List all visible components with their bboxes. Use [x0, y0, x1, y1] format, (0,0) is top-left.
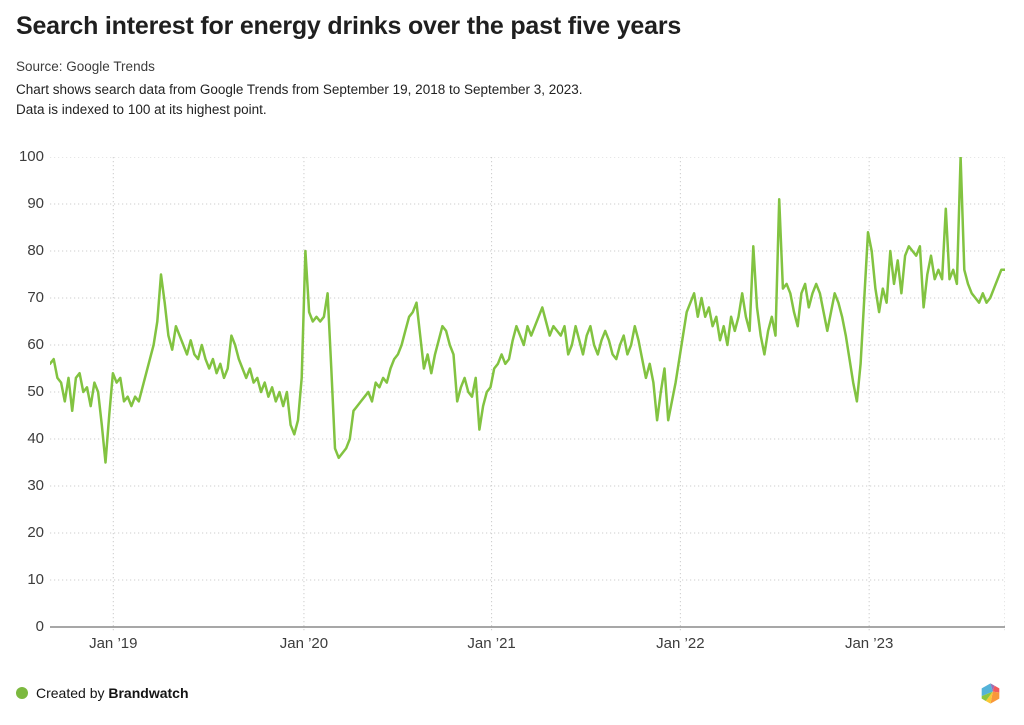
- y-tick-label-100: 100: [18, 148, 44, 165]
- logo-facet-orange: [990, 691, 1000, 704]
- logo-facet-purple: [990, 682, 995, 692]
- y-tick-label-80: 80: [27, 242, 44, 259]
- x-tick-label-1: Jan ’20: [279, 635, 329, 652]
- series-line: [50, 157, 1005, 464]
- plot-area: [50, 157, 1005, 633]
- brand-dot-icon: [16, 687, 28, 699]
- created-by-prefix: Created by: [36, 685, 105, 701]
- logo-facet-blue: [981, 682, 993, 696]
- x-tick-label-3: Jan ’22: [656, 635, 705, 652]
- created-by-text[interactable]: Created by Brandwatch: [36, 685, 189, 701]
- x-tick-label-4: Jan ’23: [844, 635, 894, 652]
- y-tick-label-90: 90: [27, 195, 44, 212]
- logo-facet-green: [981, 691, 993, 701]
- y-tick-label-20: 20: [27, 524, 44, 541]
- y-tick-label-30: 30: [27, 477, 44, 494]
- x-tick-label-0: Jan ’19: [89, 635, 138, 652]
- footer: Created by Brandwatch: [16, 682, 1001, 704]
- brand-name[interactable]: Brandwatch: [108, 685, 189, 701]
- page-title: Search interest for energy drinks over t…: [16, 12, 682, 40]
- y-tick-label-50: 50: [27, 383, 44, 400]
- line-chart: 0 10 20 30 40 50 60 70 80 90 100 Jan ’19 Jan ’20 Jan…: [0, 148, 1024, 657]
- x-tick-label-2: Jan ’21: [467, 635, 516, 652]
- flourish-hexagon-logo-icon[interactable]: [980, 682, 1001, 704]
- y-tick-label-60: 60: [27, 336, 44, 353]
- y-tick-label-40: 40: [27, 430, 44, 447]
- y-tick-label-0: 0: [35, 618, 44, 635]
- logo-facet-red: [992, 685, 1000, 692]
- y-tick-label-10: 10: [27, 571, 44, 588]
- source-note: Source: Google Trends: [16, 59, 155, 74]
- y-tick-label-70: 70: [27, 289, 44, 306]
- logo-facet-yellow: [985, 691, 993, 704]
- description-line-1: Chart shows search data from Google Tren…: [16, 82, 583, 97]
- description-line-2: Data is indexed to 100 at its highest po…: [16, 102, 267, 117]
